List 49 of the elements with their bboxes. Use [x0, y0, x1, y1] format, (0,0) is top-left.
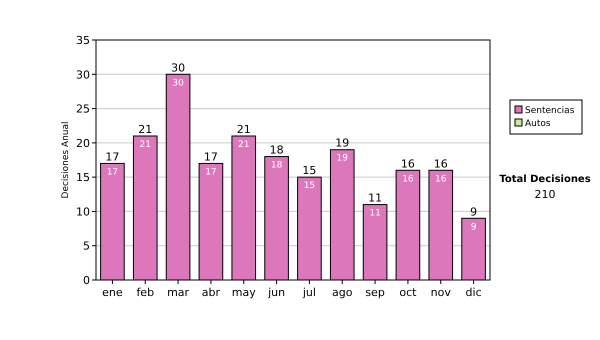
- data-label: 19: [336, 154, 348, 164]
- data-label: 16: [435, 174, 447, 184]
- total-label: 11: [368, 192, 382, 205]
- y-tick-label: 10: [76, 205, 90, 218]
- x-tick-label: may: [232, 286, 256, 299]
- x-tick-label: jul: [302, 286, 316, 299]
- y-axis-title: Decisiones Anual: [61, 122, 71, 198]
- y-tick-label: 20: [76, 136, 90, 150]
- y-tick-label: 5: [83, 240, 90, 253]
- y-tick-label: 30: [76, 68, 90, 82]
- total-label: 17: [105, 150, 120, 164]
- data-label: 30: [172, 78, 184, 88]
- data-label: 9: [470, 222, 477, 232]
- total-label: 19: [335, 136, 350, 150]
- y-tick-label: 35: [76, 34, 90, 47]
- x-tick-label: sep: [365, 286, 385, 299]
- x-tick-label: abr: [202, 286, 221, 299]
- x-tick-label: dic: [466, 286, 482, 299]
- x-tick-label: mar: [167, 286, 190, 299]
- total-label: 17: [204, 150, 218, 164]
- data-label: 17: [205, 167, 217, 178]
- data-label: 17: [106, 167, 118, 178]
- x-tick-label: ene: [102, 286, 123, 299]
- x-tick-label: jun: [267, 286, 286, 299]
- total-label: 21: [138, 123, 152, 136]
- total-label: 30: [171, 61, 186, 74]
- x-tick-label: nov: [430, 286, 452, 299]
- x-tick-label: oct: [399, 286, 418, 299]
- data-label: 21: [238, 140, 250, 150]
- x-tick-label: ago: [332, 286, 353, 299]
- y-tick-label: 25: [76, 102, 90, 116]
- legend-label: Autos: [525, 119, 551, 129]
- x-tick-label: feb: [136, 286, 154, 299]
- y-tick-label: 0: [83, 274, 90, 287]
- total-label: 9: [470, 205, 478, 218]
- y-tick-label: 15: [76, 171, 90, 184]
- data-label: 18: [270, 160, 283, 171]
- data-label: 21: [140, 140, 151, 150]
- text: Total Decisiones: [499, 174, 591, 185]
- total-label: 21: [236, 123, 251, 136]
- text: 210: [534, 188, 556, 201]
- data-label: 15: [304, 181, 316, 192]
- total-label: 18: [270, 144, 284, 157]
- legend-label: Sentencias: [525, 106, 575, 116]
- data-label: 16: [402, 174, 414, 184]
- total-label: 16: [434, 157, 448, 170]
- total-label: 16: [400, 157, 415, 170]
- data-label: 11: [369, 208, 381, 219]
- total-label: 15: [302, 164, 316, 178]
